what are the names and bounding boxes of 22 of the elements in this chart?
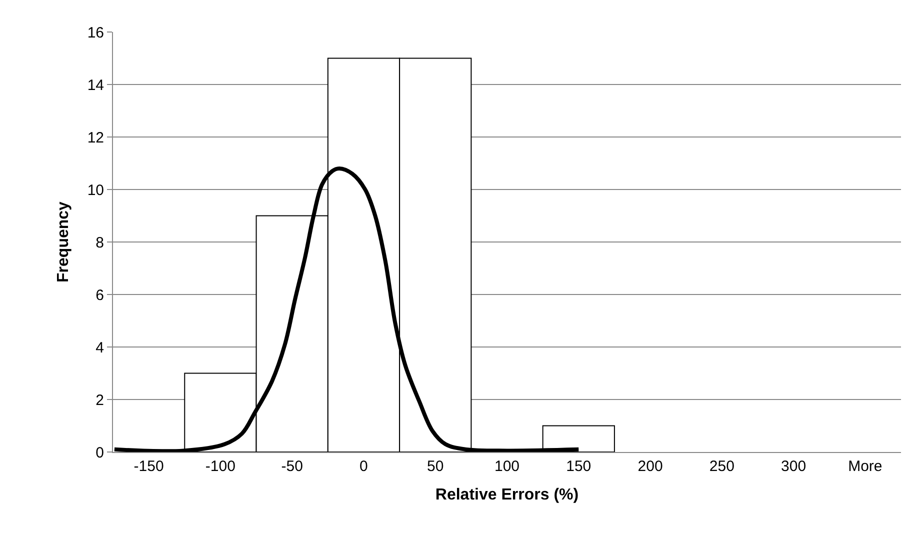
x-tick-label: -150 (134, 458, 164, 475)
x-tick-label: 100 (494, 458, 520, 475)
x-tick-label: 250 (709, 458, 734, 475)
x-tick-label: -100 (205, 458, 236, 475)
y-tick-label: 8 (96, 234, 104, 252)
x-tick-label: 150 (566, 458, 592, 475)
x-axis-title: Relative Errors (%) (435, 486, 579, 504)
y-tick-label: 2 (96, 392, 104, 409)
y-tick-label: 14 (87, 76, 104, 94)
y-tick-label: 16 (87, 24, 104, 42)
y-tick-label: 6 (96, 286, 104, 304)
y-tick-label: 0 (96, 444, 104, 462)
x-tick-label: 200 (638, 458, 663, 475)
y-tick-label: 12 (87, 129, 104, 146)
x-tick-label: 0 (360, 458, 368, 475)
x-tick-label: 50 (427, 458, 444, 475)
y-tick-label: 4 (96, 339, 104, 356)
y-axis-title: Frequency (55, 201, 72, 282)
x-tick-label: More (848, 458, 882, 475)
y-tick-label: 10 (87, 182, 104, 199)
x-tick-label: -50 (281, 458, 303, 475)
x-tick-label: 300 (781, 458, 806, 475)
